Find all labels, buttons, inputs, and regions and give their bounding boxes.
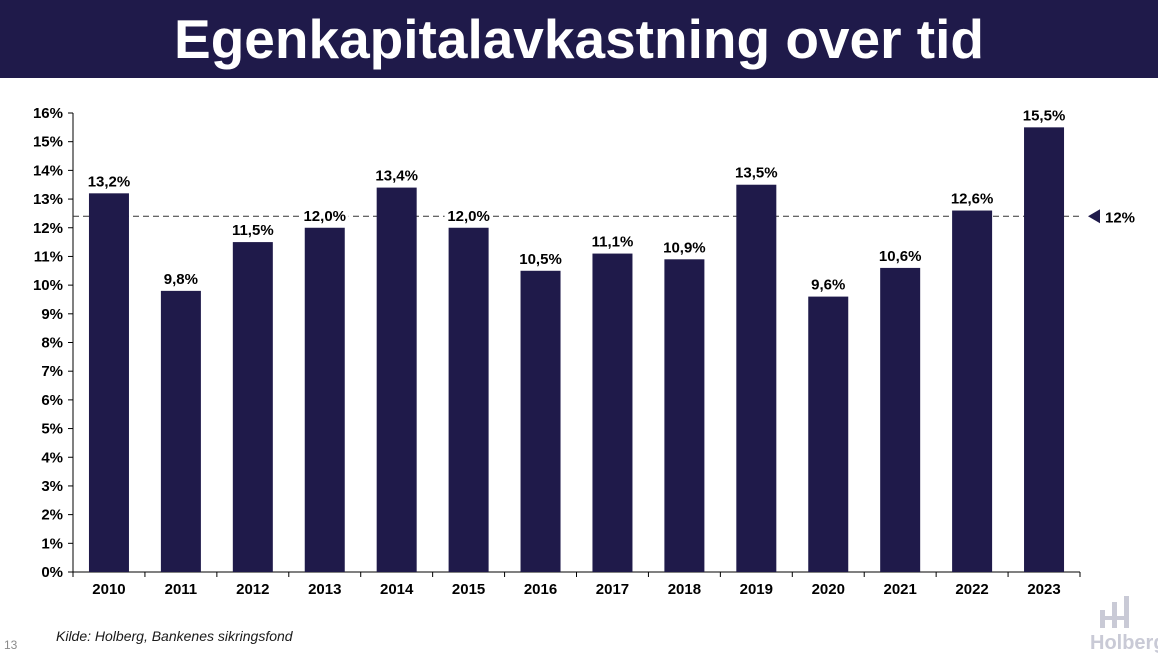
data-label-background [588,232,637,251]
y-tick-label: 11% [34,248,63,265]
data-label: 12,0% [303,208,346,225]
data-label: 9,6% [811,277,845,294]
data-label: 12,0% [447,208,490,225]
data-label: 13,5% [735,165,778,182]
bar [520,270,561,572]
y-tick-label: 1% [41,535,63,552]
bar-chart: 0% 1% 2% 3% 4% 5% 6% 7% 8% 9% 10% 11% 12% 13% 14% 15% 16… [33,105,1135,598]
bar [160,290,201,572]
data-label-background [300,206,349,225]
x-tick-label: 2011 [165,581,198,598]
data-label: 9,8% [164,271,198,288]
y-tick-label: 3% [41,478,63,495]
x-tick-label: 2012 [236,581,269,598]
bar [736,184,777,572]
x-tick-label: 2018 [668,581,701,598]
holberg-logo: Holberg [1090,592,1158,654]
y-tick-label: 9% [41,306,63,323]
x-tick-label: 2020 [812,581,845,598]
data-label-background [948,189,997,208]
x-tick-label: 2019 [740,581,773,598]
bar [88,193,129,572]
data-label: 12,6% [951,191,994,208]
data-label-background [732,163,781,182]
x-tick-label: 2010 [92,581,125,598]
x-tick-label: 2014 [380,581,414,598]
y-tick-label: 13% [33,191,63,208]
source-note: Kilde: Holberg, Bankenes sikringsfond [56,628,293,644]
y-tick-label: 15% [33,134,63,151]
data-label-background [516,249,565,268]
bar [304,227,345,572]
y-tick-label: 6% [41,392,63,409]
x-tick-label: 2016 [524,581,557,598]
y-tick-label: 7% [41,363,63,380]
data-label: 13,4% [375,168,418,185]
data-label-background [372,166,421,185]
page-number: 13 [4,638,18,652]
x-tick-label: 2015 [452,581,485,598]
x-tick-label: 2022 [955,581,988,598]
y-tick-label: 14% [33,162,63,179]
y-tick-label: 8% [41,335,63,352]
bar [448,227,489,572]
data-label-background [228,221,277,240]
y-tick-label: 5% [41,421,63,438]
y-tick-label: 0% [41,564,63,581]
triangle-left-icon [1088,209,1100,224]
bar [232,242,273,572]
data-label: 11,5% [232,222,274,239]
holberg-logo-icon [1100,596,1129,628]
bar [952,210,993,572]
data-label-background [84,172,133,191]
x-tick-label: 2017 [596,581,629,598]
y-tick-label: 4% [41,449,63,466]
y-tick-label: 16% [33,105,63,122]
bar [664,259,705,572]
page-title: Egenkapitalavkastning over tid [174,8,984,70]
bar [1024,127,1065,572]
data-label: 13,2% [88,173,131,190]
bar [808,296,849,572]
data-label: 15,5% [1023,107,1066,124]
data-label: 11,1% [592,234,634,251]
data-label-background [660,238,709,257]
data-label-background [876,246,925,265]
data-label: 10,9% [663,239,706,256]
y-tick-label: 2% [41,507,63,524]
reference-line-label: 12% [1105,209,1135,226]
x-tick-label: 2021 [883,581,916,598]
bar [880,267,921,572]
logo-text: Holberg [1090,632,1158,654]
data-label-background [444,206,493,225]
title-bar: Egenkapitalavkastning over tid [0,0,1158,78]
data-label-background [1020,106,1069,125]
y-tick-label: 12% [33,220,63,237]
x-tick-label: 2023 [1027,581,1060,598]
data-label-background [156,269,205,288]
y-tick-label: 10% [33,277,63,294]
bar [592,253,633,572]
x-tick-label: 2013 [308,581,341,598]
data-label-background [804,275,853,294]
data-label: 10,6% [879,248,922,265]
bar [376,187,417,572]
data-label: 10,5% [519,251,562,268]
